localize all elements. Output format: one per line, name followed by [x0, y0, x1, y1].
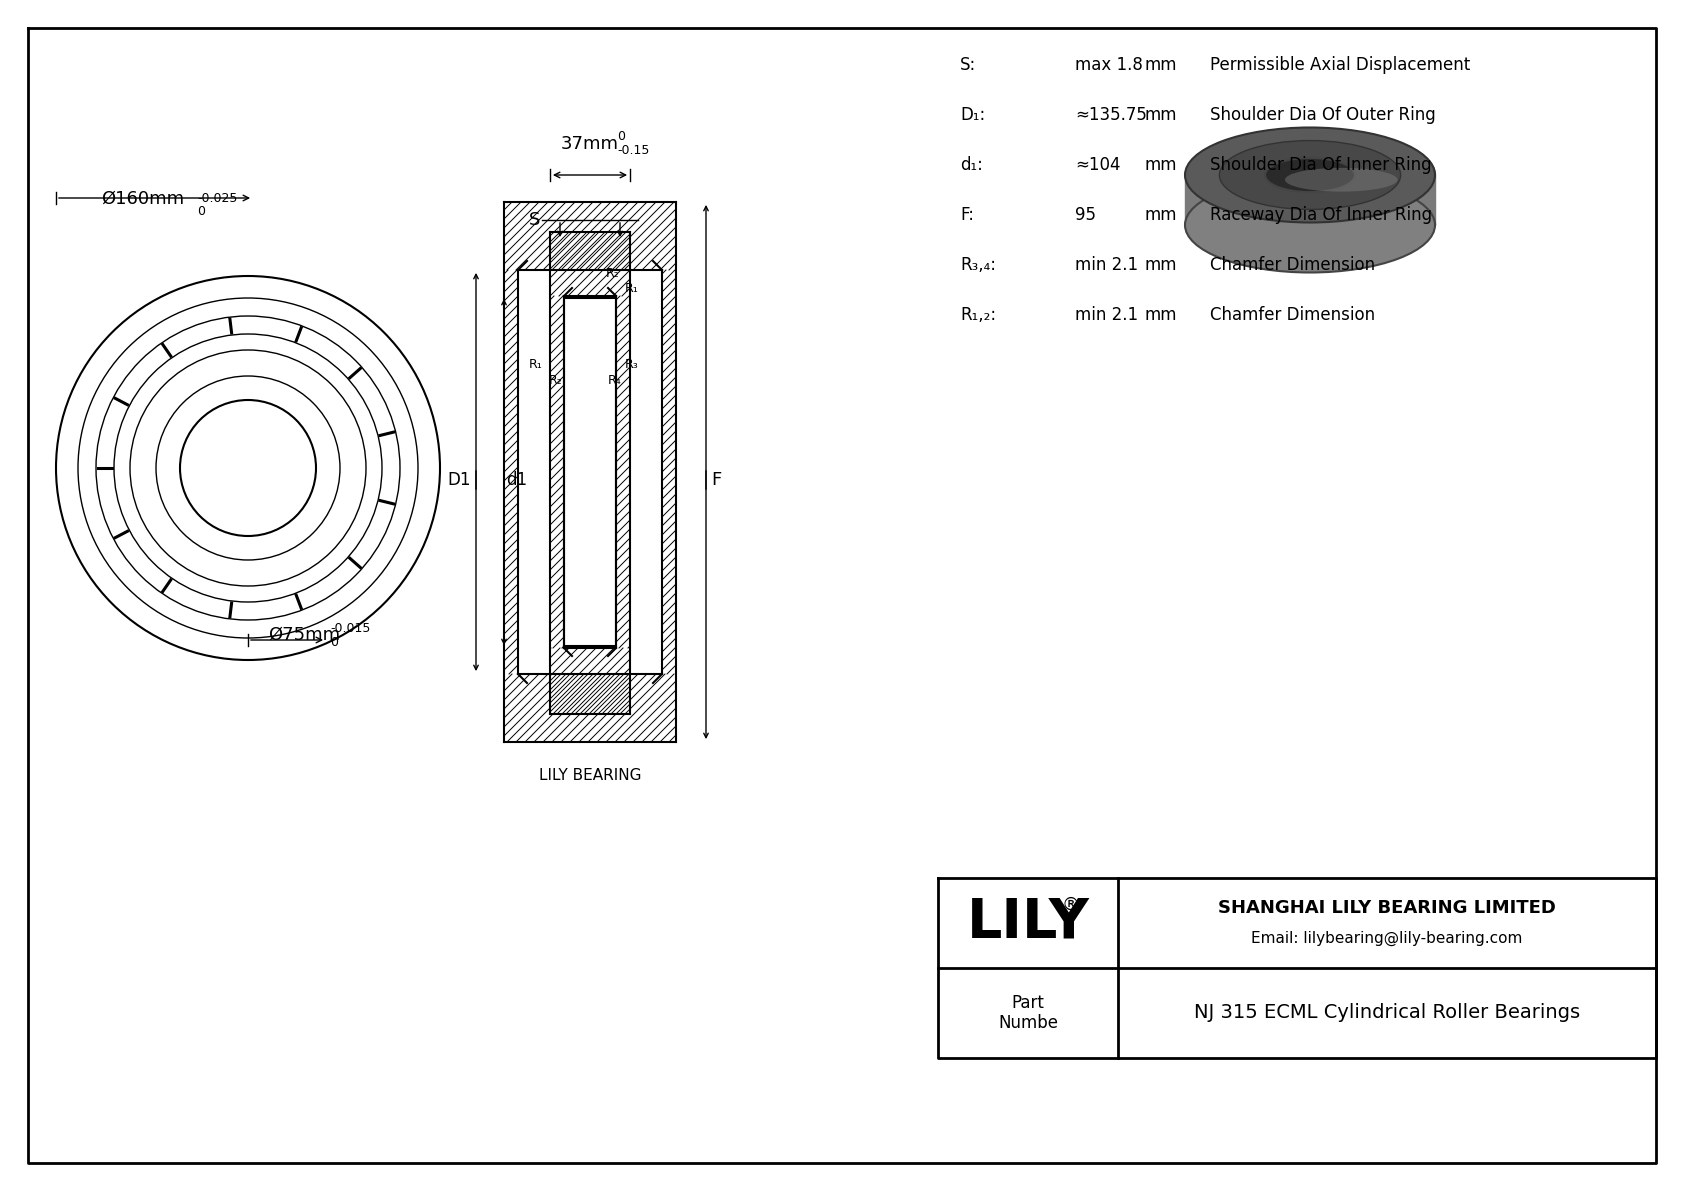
Text: -0.015: -0.015: [330, 622, 370, 635]
Text: F:: F:: [960, 206, 973, 224]
Text: -0.025: -0.025: [197, 192, 237, 205]
Text: -0.15: -0.15: [616, 144, 650, 157]
Text: 0: 0: [197, 205, 205, 218]
Text: NJ 315 ECML Cylindrical Roller Bearings: NJ 315 ECML Cylindrical Roller Bearings: [1194, 1004, 1580, 1023]
Text: Shoulder Dia Of Inner Ring: Shoulder Dia Of Inner Ring: [1211, 156, 1431, 174]
Text: 0: 0: [330, 636, 338, 649]
Ellipse shape: [1186, 127, 1435, 223]
Text: min 2.1: min 2.1: [1074, 306, 1138, 324]
Text: R₃,₄:: R₃,₄:: [960, 256, 995, 274]
Text: mm: mm: [1145, 256, 1177, 274]
Text: 0: 0: [616, 130, 625, 143]
Text: R₃: R₃: [625, 358, 638, 372]
Text: ≈104: ≈104: [1074, 156, 1120, 174]
Text: ®: ®: [1061, 896, 1079, 913]
Text: 37mm: 37mm: [561, 135, 620, 152]
Text: max 1.8: max 1.8: [1074, 56, 1143, 74]
Text: R₂: R₂: [606, 267, 620, 280]
Text: R₁,₂:: R₁,₂:: [960, 306, 997, 324]
Text: S:: S:: [960, 56, 977, 74]
Text: S: S: [529, 211, 541, 229]
Text: mm: mm: [1145, 306, 1177, 324]
Text: d₁:: d₁:: [960, 156, 983, 174]
Text: mm: mm: [1145, 56, 1177, 74]
Text: mm: mm: [1145, 156, 1177, 174]
Text: LILY BEARING: LILY BEARING: [539, 767, 642, 782]
Text: R₂: R₂: [549, 374, 562, 387]
Text: Permissible Axial Displacement: Permissible Axial Displacement: [1211, 56, 1470, 74]
Text: R₁: R₁: [625, 282, 638, 295]
Text: Part
Numbe: Part Numbe: [999, 993, 1058, 1033]
Ellipse shape: [1265, 158, 1356, 192]
Text: D1: D1: [448, 470, 472, 490]
Text: Raceway Dia Of Inner Ring: Raceway Dia Of Inner Ring: [1211, 206, 1431, 224]
Text: F: F: [711, 470, 721, 490]
Text: Chamfer Dimension: Chamfer Dimension: [1211, 306, 1376, 324]
Ellipse shape: [1285, 168, 1398, 192]
Text: ≈135.75: ≈135.75: [1074, 106, 1147, 124]
Text: LILY: LILY: [967, 896, 1090, 950]
Text: SHANGHAI LILY BEARING LIMITED: SHANGHAI LILY BEARING LIMITED: [1218, 899, 1556, 917]
Text: Ø75mm: Ø75mm: [268, 626, 340, 644]
Text: R₁: R₁: [529, 358, 542, 372]
Text: mm: mm: [1145, 106, 1177, 124]
Text: Ø160mm: Ø160mm: [101, 191, 184, 208]
Ellipse shape: [1219, 141, 1401, 210]
Text: mm: mm: [1145, 206, 1177, 224]
Text: 95: 95: [1074, 206, 1096, 224]
Text: Shoulder Dia Of Outer Ring: Shoulder Dia Of Outer Ring: [1211, 106, 1436, 124]
Text: R₄: R₄: [608, 374, 621, 387]
Text: min 2.1: min 2.1: [1074, 256, 1138, 274]
Text: Chamfer Dimension: Chamfer Dimension: [1211, 256, 1376, 274]
Text: Email: lilybearing@lily-bearing.com: Email: lilybearing@lily-bearing.com: [1251, 930, 1522, 946]
Text: d1: d1: [505, 470, 527, 490]
Ellipse shape: [1186, 177, 1435, 273]
Text: D₁:: D₁:: [960, 106, 985, 124]
